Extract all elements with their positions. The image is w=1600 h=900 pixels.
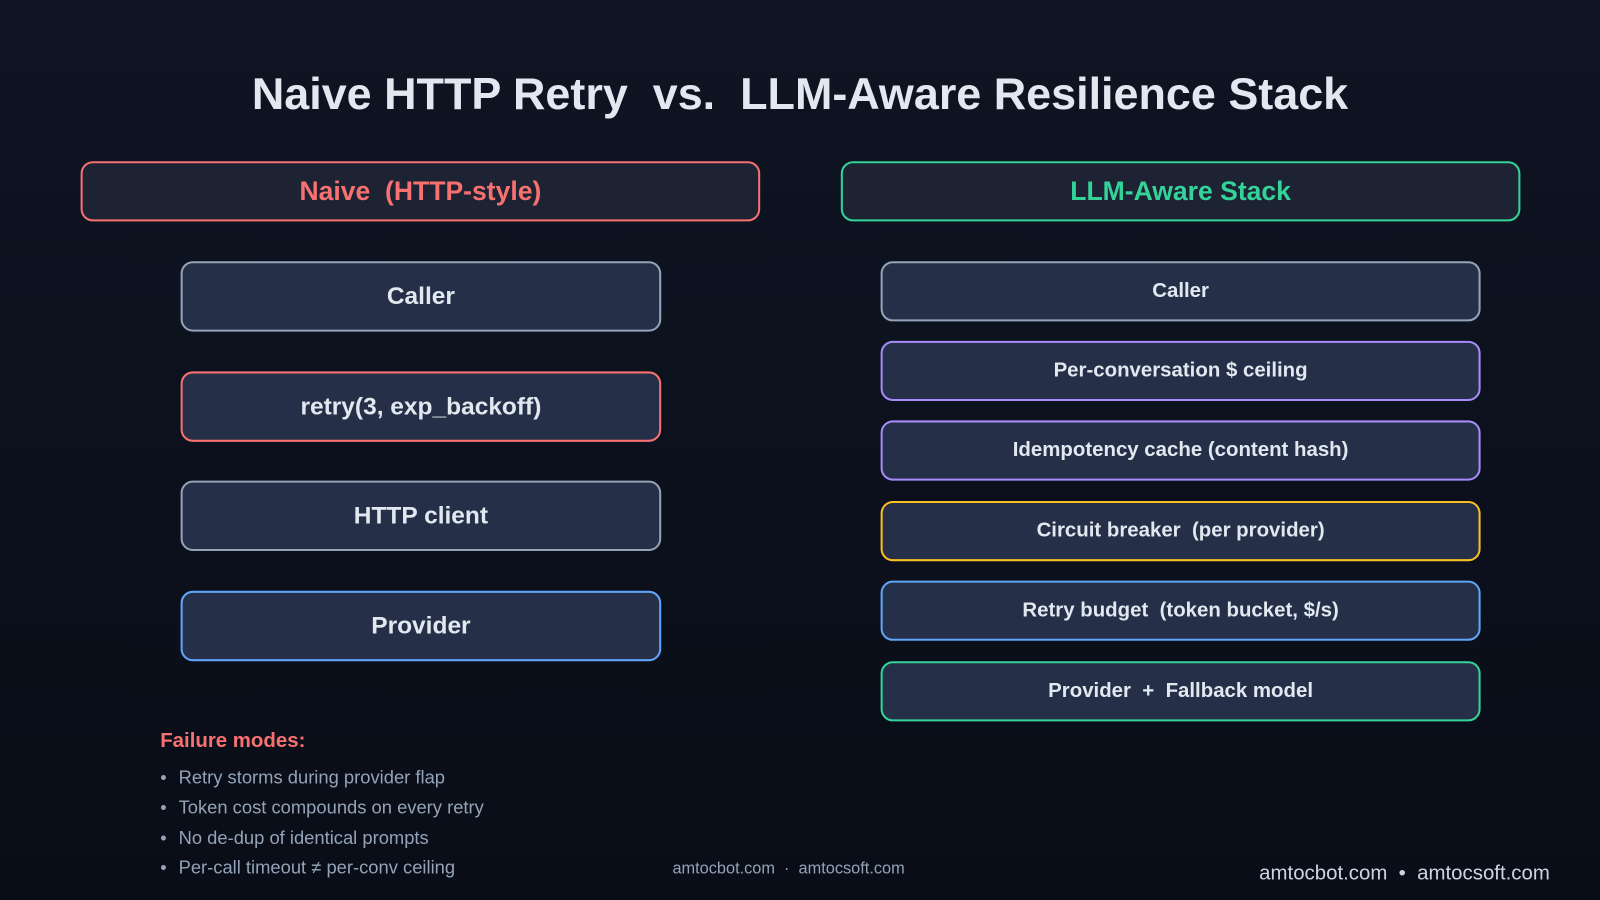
naive-http-client-box: HTTP client <box>180 480 662 552</box>
bullet-icon: • <box>160 857 167 878</box>
bullet-icon: • <box>160 796 167 818</box>
naive-provider-box: Provider <box>180 590 662 662</box>
footer-right-credit: amtocbot.com • amtocsoft.com <box>1259 862 1550 885</box>
failure-mode-item: • Token cost compounds on every retry <box>160 796 484 818</box>
footer-center-credit: amtocbot.com · amtocsoft.com <box>672 860 905 878</box>
conversation-ceiling-box: Per-conversation $ ceiling <box>880 340 1481 402</box>
retry-budget-box: Retry budget (token bucket, $/s) <box>880 580 1481 641</box>
failure-mode-item: • Retry storms during provider flap <box>160 767 446 788</box>
llm-aware-column-header: LLM-Aware Stack <box>840 161 1521 222</box>
failure-modes-title: Failure modes: <box>160 729 306 753</box>
circuit-breaker-box: Circuit breaker (per provider) <box>880 501 1481 562</box>
llm-caller-box: Caller <box>880 261 1481 322</box>
failure-mode-item: • No de-dup of identical prompts <box>160 827 429 848</box>
idempotency-cache-box: Idempotency cache (content hash) <box>880 420 1481 481</box>
naive-column-header: Naive (HTTP-style) <box>80 161 761 222</box>
naive-caller-box: Caller <box>180 261 662 332</box>
bullet-icon: • <box>160 767 167 788</box>
failure-mode-item: • Per-call timeout ≠ per-conv ceiling <box>160 857 456 878</box>
provider-fallback-box: Provider + Fallback model <box>880 661 1481 722</box>
page-title: Naive HTTP Retry vs. LLM-Aware Resilienc… <box>251 69 1349 120</box>
bullet-icon: • <box>160 827 167 848</box>
naive-retry-box: retry(3, exp_backoff) <box>180 371 662 442</box>
